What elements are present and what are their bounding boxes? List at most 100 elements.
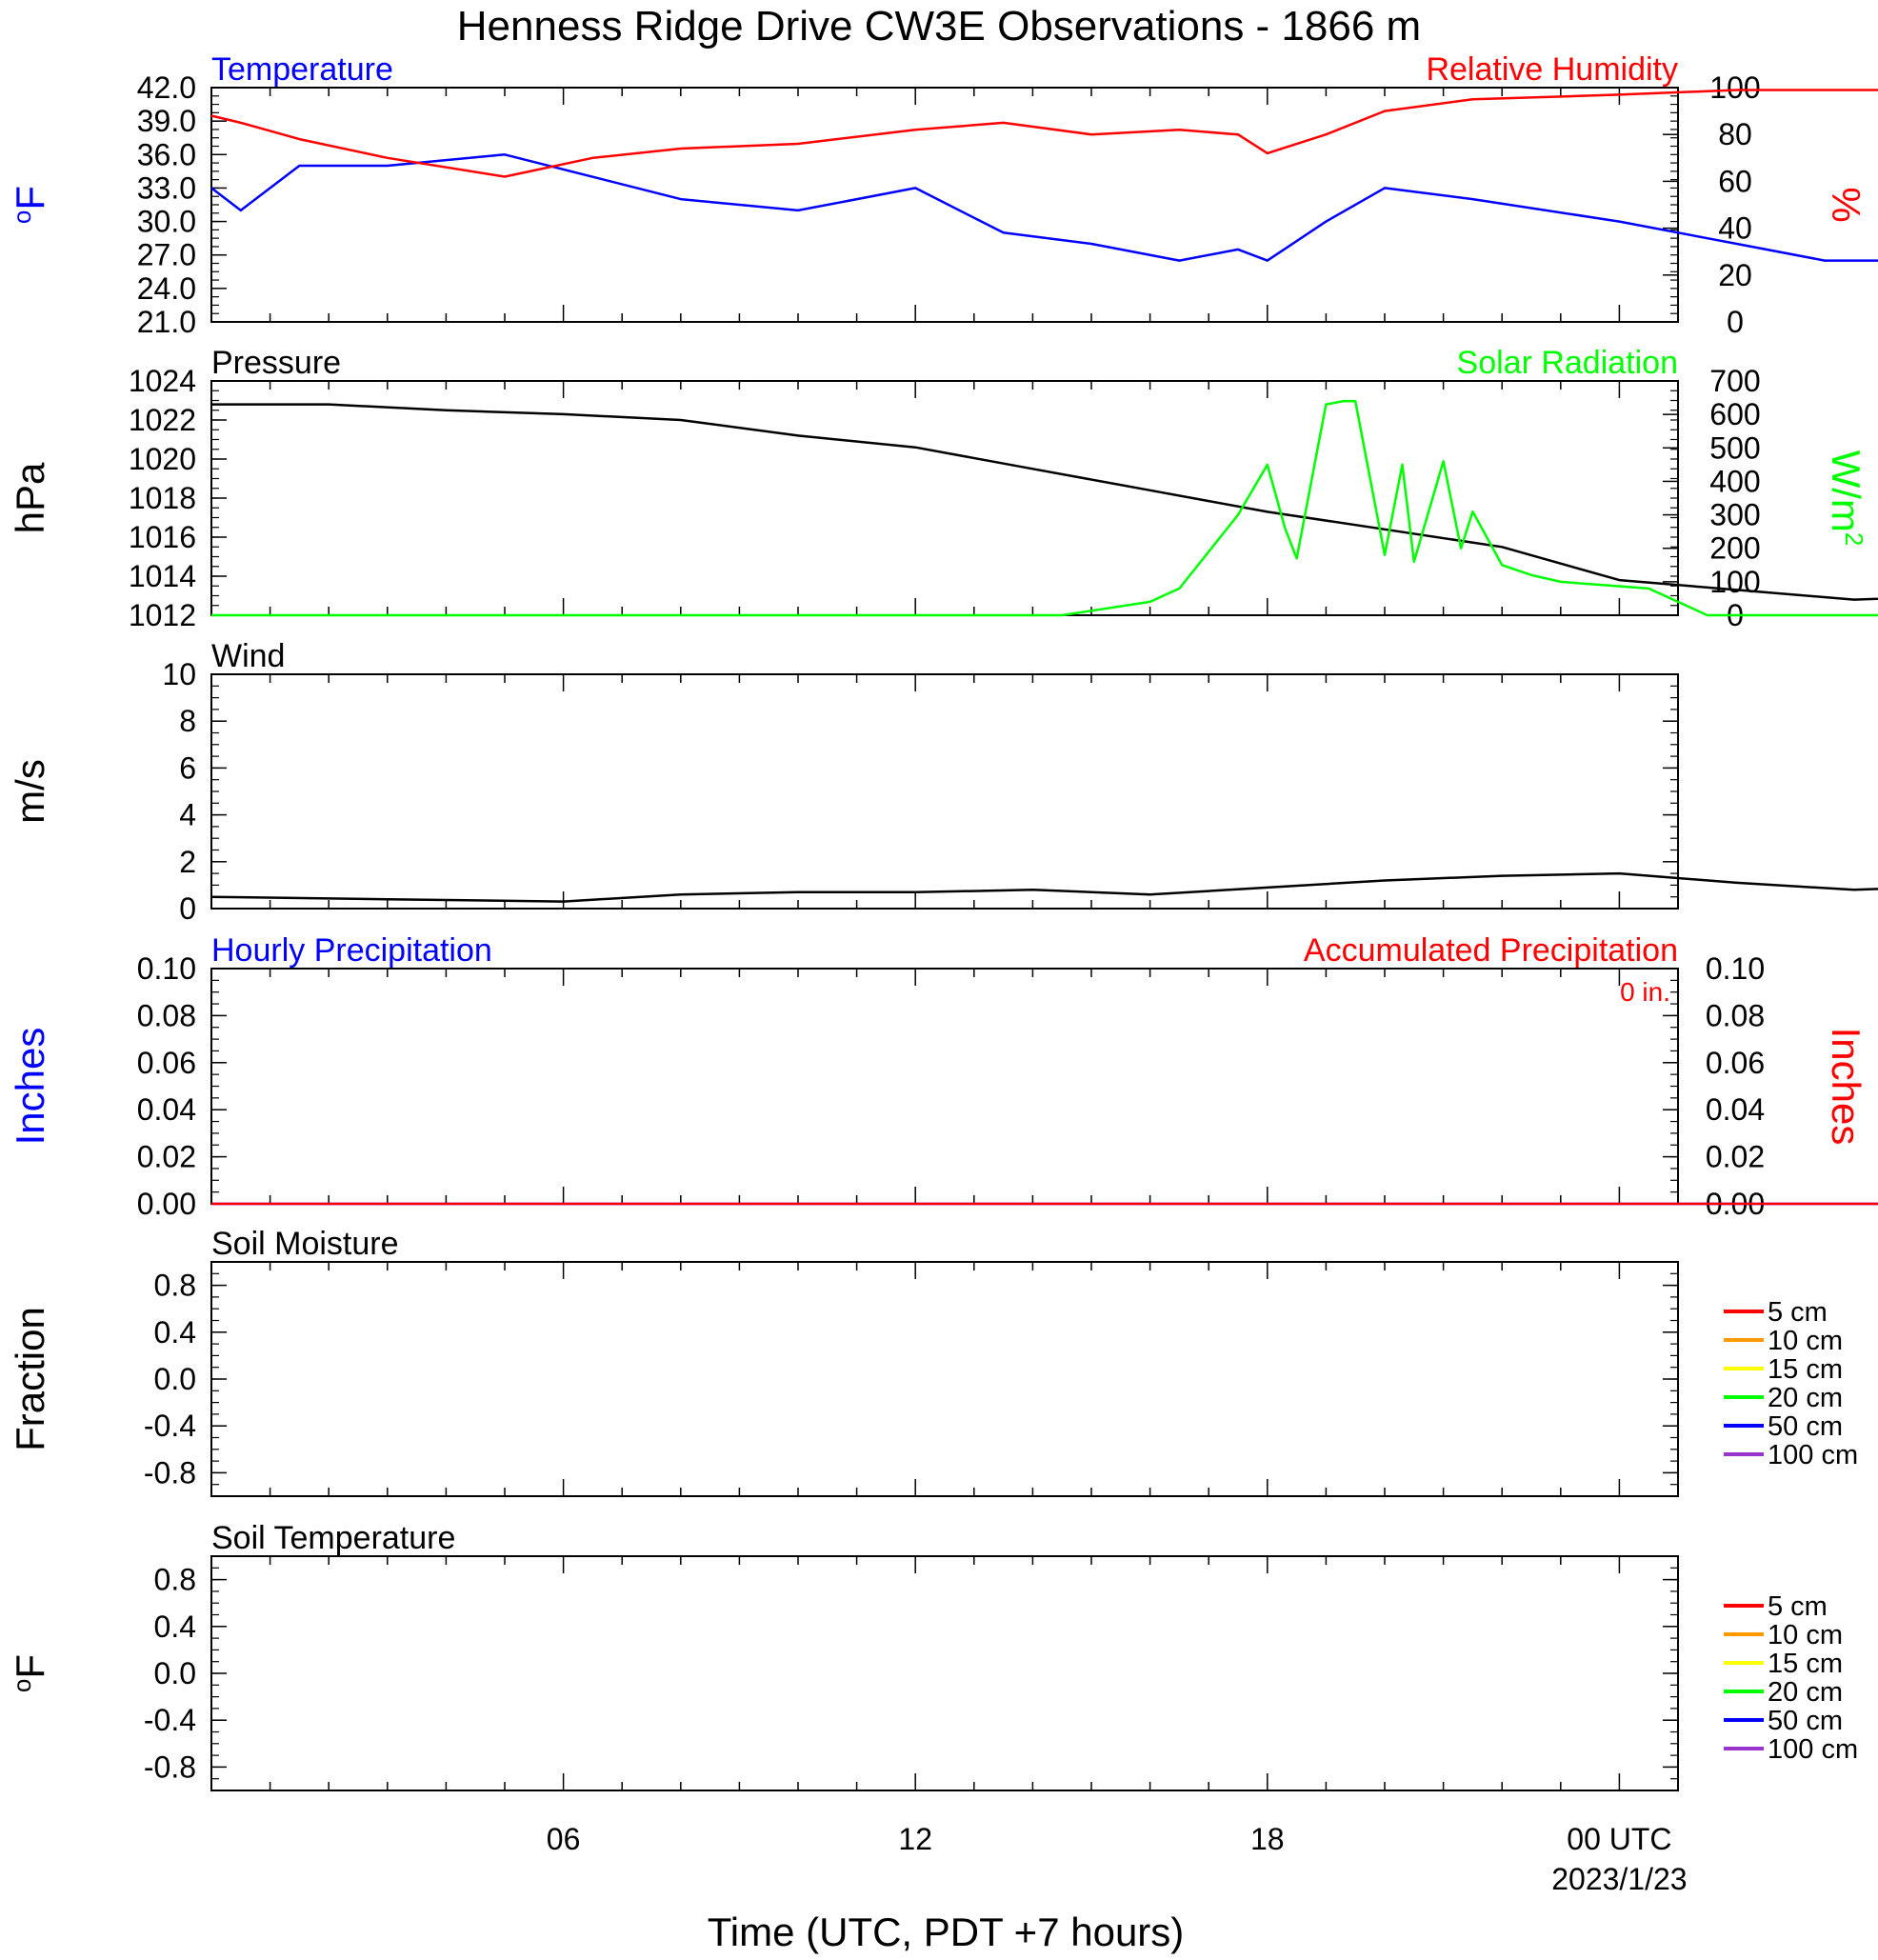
legend-label: 5 cm — [1768, 1591, 1828, 1622]
y-tick-label-left: 0.4 — [154, 1315, 196, 1350]
x-axis-label: Time (UTC, PDT +7 hours) — [708, 1910, 1185, 1954]
panel-frame — [210, 968, 1679, 1205]
y-axis-label-right: Inches — [1824, 1028, 1868, 1146]
y-tick-label-left: 36.0 — [137, 137, 196, 171]
legend-label: 5 cm — [1768, 1297, 1828, 1328]
chart-title: Henness Ridge Drive CW3E Observations - … — [457, 3, 1421, 50]
y-tick-label-right: 0.08 — [1706, 998, 1765, 1032]
y-tick-label-right: 300 — [1709, 498, 1760, 532]
y-tick-label-right: 0 — [1727, 305, 1744, 339]
y-tick-label-left: 0.00 — [137, 1187, 196, 1221]
panel-title-right: Solar Radiation — [1457, 345, 1678, 381]
y-tick-label-right: 0.02 — [1706, 1140, 1765, 1174]
y-tick-label-left: 24.0 — [137, 271, 196, 306]
panel-3: 0.000.020.040.060.080.100.000.020.040.06… — [8, 932, 1878, 1221]
x-date-label: 2023/1/23 — [1551, 1862, 1687, 1896]
y-axis-label-left: oF — [8, 186, 52, 224]
y-tick-label-right: 80 — [1718, 117, 1752, 151]
y-axis-label-left: Inches — [8, 1028, 52, 1146]
legend-label: 100 cm — [1768, 1734, 1858, 1765]
y-tick-label-right: 100 — [1709, 565, 1760, 599]
legend-label: 15 cm — [1768, 1649, 1843, 1679]
series-line-relative-humidity — [210, 89, 1878, 178]
series-line-temperature — [210, 153, 1878, 262]
panel-title-right: Relative Humidity — [1426, 51, 1678, 88]
series-line-wind-speed — [210, 871, 1878, 903]
y-tick-label-left: 8 — [179, 704, 196, 738]
panel-title-left: Pressure — [211, 345, 341, 381]
y-tick-label-left: 1016 — [129, 520, 196, 554]
y-tick-label-right: 400 — [1709, 464, 1760, 498]
y-tick-label-left: 0.10 — [137, 951, 196, 986]
legend-label: 100 cm — [1768, 1440, 1858, 1470]
panel-title-left: Temperature — [211, 51, 393, 88]
y-tick-label-left: 1022 — [129, 403, 196, 437]
panel-title-left: Hourly Precipitation — [211, 932, 492, 969]
panel-0: 21.024.027.030.033.036.039.042.0 0 20 40 60 8… — [8, 51, 1878, 339]
y-tick-label-left: 30.0 — [137, 205, 196, 239]
legend-label: 20 cm — [1768, 1383, 1843, 1413]
y-tick-label-left: 1012 — [129, 598, 196, 632]
y-tick-label-left: 0.06 — [137, 1046, 196, 1080]
y-axis-label-right: W/m2 — [1824, 450, 1868, 547]
y-tick-label-left: 39.0 — [137, 104, 196, 138]
y-tick-label-left: 0.08 — [137, 998, 196, 1032]
y-axis-label-left: hPa — [8, 462, 52, 533]
y-tick-label-right: 500 — [1709, 430, 1760, 465]
y-axis-label-left: oF — [8, 1654, 52, 1692]
y-tick-label-left: 6 — [179, 750, 196, 785]
x-tick-label: 12 — [898, 1822, 932, 1856]
y-tick-label-left: 1020 — [129, 442, 196, 476]
y-tick-label-left: -0.8 — [144, 1750, 196, 1784]
panel-title-left: Soil Moisture — [211, 1226, 399, 1262]
panel-title-left: Wind — [211, 638, 285, 674]
y-tick-label-right: 700 — [1709, 364, 1760, 398]
legend-label: 15 cm — [1768, 1354, 1843, 1385]
y-axis-label-left: m/s — [8, 759, 52, 824]
y-tick-label-left: 21.0 — [137, 305, 196, 339]
y-tick-label-right: 60 — [1718, 164, 1752, 198]
y-tick-label-left: -0.4 — [144, 1703, 196, 1737]
panel-2: 0 2 4 6 8 10 Wind m/s — [8, 638, 1878, 926]
panel-title-left: Soil Temperature — [211, 1520, 455, 1556]
y-tick-label-right: 200 — [1709, 531, 1760, 566]
legend-label: 20 cm — [1768, 1677, 1843, 1708]
y-tick-label-right: 0.04 — [1706, 1092, 1765, 1127]
legend-label: 10 cm — [1768, 1326, 1843, 1356]
y-tick-label-left: 0.0 — [154, 1362, 196, 1396]
panel-frame — [210, 673, 1679, 910]
y-tick-label-right: 0.06 — [1706, 1046, 1765, 1080]
y-tick-label-right: 20 — [1718, 258, 1752, 292]
series-line-pressure — [211, 403, 1878, 601]
x-tick-label: 00 UTC — [1567, 1822, 1671, 1856]
x-tick-label: 06 — [547, 1822, 581, 1856]
panel-title-right: Accumulated Precipitation — [1304, 932, 1678, 969]
legend-label: 10 cm — [1768, 1620, 1843, 1650]
y-tick-label-left: 0.02 — [137, 1140, 196, 1174]
y-tick-label-left: 27.0 — [137, 238, 196, 272]
y-tick-label-right: 100 — [1709, 70, 1760, 105]
panel-frame — [210, 1555, 1679, 1791]
panel-1: 1012101410161018102010221024010020030040… — [8, 345, 1878, 632]
y-tick-label-right: 600 — [1709, 397, 1760, 431]
y-tick-label-left: 0.8 — [154, 1563, 196, 1597]
y-tick-label-left: -0.8 — [144, 1455, 196, 1490]
y-tick-label-left: 0.8 — [154, 1269, 196, 1303]
y-tick-label-left: 0.0 — [154, 1656, 196, 1690]
y-tick-label-left: 0 — [179, 891, 196, 926]
y-tick-label-left: 4 — [179, 798, 196, 832]
y-tick-label-left: -0.4 — [144, 1409, 196, 1443]
series-line-solar-radiation — [211, 399, 1878, 617]
panel-annotation: 0 in. — [1620, 977, 1670, 1007]
panel-4: -0.8 -0.4 0.0 0.4 0.8 Soil Moisture Fraction 5 … — [8, 1226, 1858, 1497]
y-tick-label-right: 0.10 — [1706, 951, 1765, 986]
y-tick-label-right: 40 — [1718, 211, 1752, 246]
y-tick-label-left: 0.04 — [137, 1092, 196, 1127]
y-axis-label-right: % — [1824, 187, 1868, 222]
panel-frame — [210, 87, 1679, 323]
y-tick-label-left: 1018 — [129, 481, 196, 515]
y-tick-label-left: 33.0 — [137, 170, 196, 205]
y-tick-label-left: 1014 — [129, 559, 196, 593]
legend-label: 50 cm — [1768, 1411, 1843, 1442]
